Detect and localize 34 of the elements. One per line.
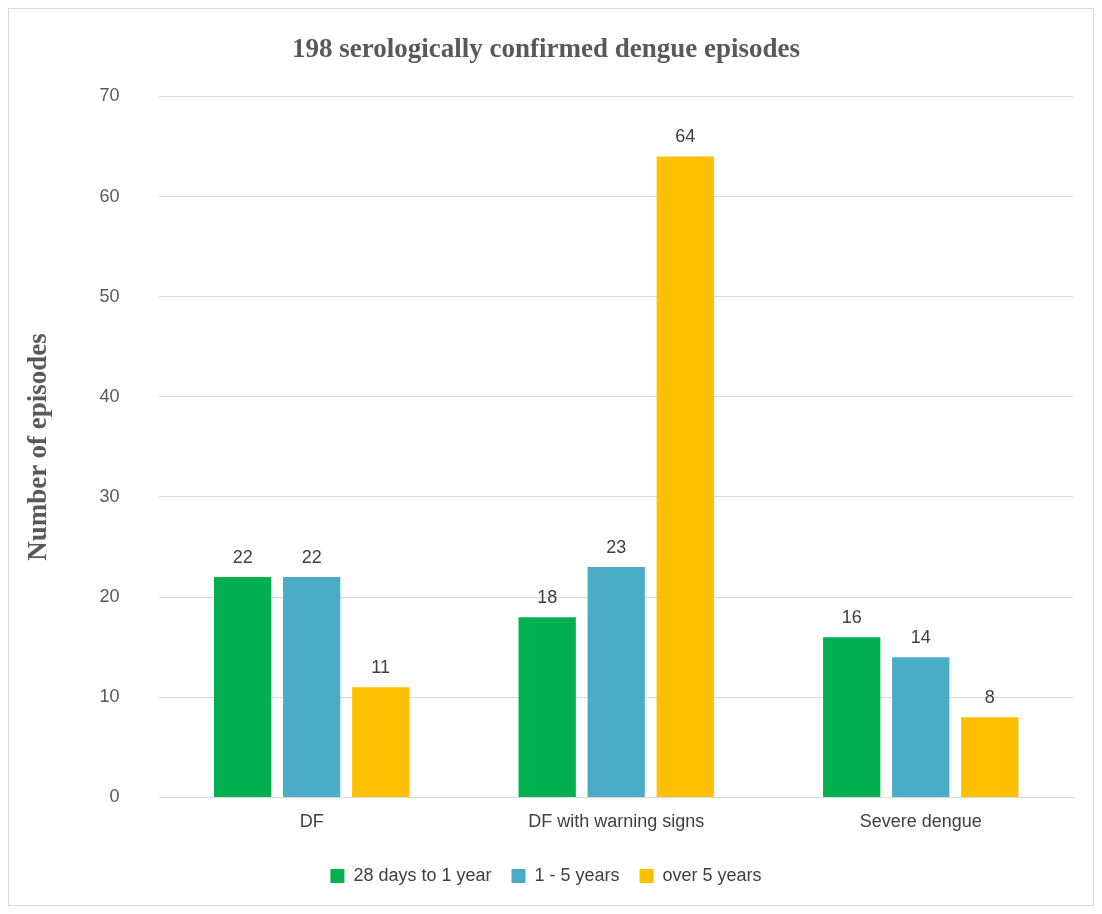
y-tick-label: 50 (99, 285, 120, 306)
data-label: 16 (841, 607, 862, 628)
data-label: 64 (675, 126, 696, 147)
bar (656, 156, 714, 797)
y-tick-label: 60 (99, 185, 120, 206)
legend-label: 1 - 5 years (534, 864, 620, 885)
bar (283, 577, 341, 797)
bar (961, 717, 1019, 797)
legend-label: over 5 years (662, 864, 762, 885)
y-tick-label: 70 (99, 85, 120, 106)
y-tick-label: 40 (99, 385, 120, 406)
y-axis-title: Number of episodes (22, 333, 53, 561)
y-tick-label: 0 (109, 786, 120, 807)
y-tick-label: 30 (99, 485, 120, 506)
bar (587, 567, 645, 797)
bar (823, 637, 881, 797)
x-tick-label: DF (299, 811, 324, 832)
data-label: 11 (371, 657, 391, 678)
bar (518, 617, 576, 797)
chart-title: 198 serologically confirmed dengue episodes (292, 33, 800, 64)
y-tick-label: 10 (99, 686, 120, 707)
legend-label: 28 days to 1 year (353, 864, 492, 885)
y-tick-label: 20 (99, 586, 120, 607)
data-label: 22 (232, 547, 253, 568)
bar (892, 657, 950, 797)
x-tick-label: Severe dengue (859, 811, 982, 832)
data-label: 22 (301, 547, 322, 568)
data-label: 8 (984, 687, 995, 708)
data-label: 14 (910, 627, 931, 648)
x-tick-label: DF with warning signs (528, 811, 705, 832)
data-label: 18 (537, 587, 558, 608)
bar (214, 577, 272, 797)
bar (352, 687, 410, 797)
data-label: 23 (606, 537, 627, 558)
